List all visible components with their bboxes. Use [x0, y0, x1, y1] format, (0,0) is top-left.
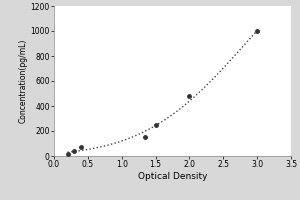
X-axis label: Optical Density: Optical Density — [138, 172, 207, 181]
Y-axis label: Concentration(pg/mL): Concentration(pg/mL) — [19, 39, 28, 123]
